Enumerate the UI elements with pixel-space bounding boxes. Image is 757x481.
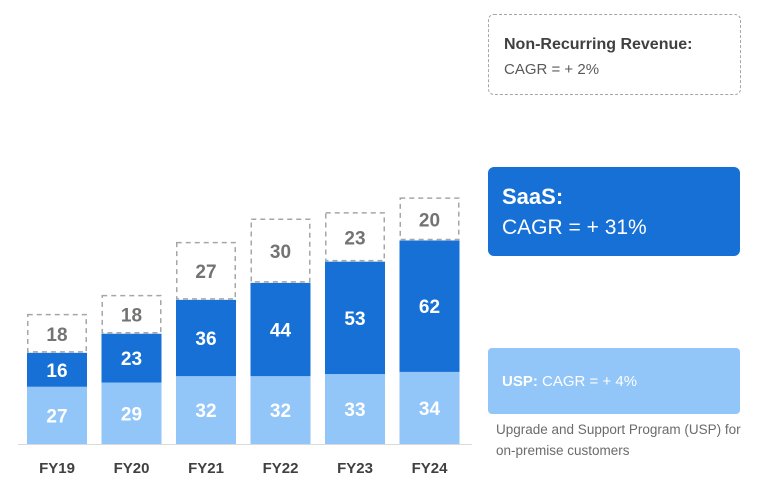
bar-non-recurring-fy22 [250, 218, 311, 283]
bar-saas-fy22 [250, 282, 311, 377]
data-label-saas-fy21: 36 [195, 329, 216, 350]
data-label-saas-fy23: 53 [344, 309, 365, 330]
bar-saas-fy23 [325, 261, 385, 375]
data-label-usp-fy21: 32 [195, 401, 216, 422]
bar-saas-fy21 [176, 299, 236, 377]
data-label-non-recurring-fy20: 18 [121, 306, 142, 327]
legend-usp-box: USP: CAGR = + 4% [488, 348, 740, 414]
bar-saas-fy19 [27, 352, 87, 387]
bar-saas-fy20 [101, 333, 162, 383]
legend-non-recurring-cagr: CAGR = + 2% [504, 61, 600, 78]
legend-usp-cagr: CAGR = + 4% [542, 373, 638, 390]
x-tick-label-fy23: FY23 [337, 460, 373, 477]
x-tick-label-fy21: FY21 [188, 460, 224, 477]
bar-non-recurring-fy21 [176, 241, 236, 300]
bar-usp-fy21 [176, 376, 236, 444]
legend-usp-title: USP: [502, 373, 538, 390]
data-label-usp-fy23: 33 [344, 400, 365, 421]
x-tick-label-fy22: FY22 [263, 460, 299, 477]
data-label-usp-fy22: 32 [270, 401, 291, 422]
bar-non-recurring-fy23 [325, 212, 385, 262]
data-label-non-recurring-fy22: 30 [270, 242, 291, 263]
bar-usp-fy23 [325, 374, 385, 444]
data-label-usp-fy20: 29 [121, 404, 142, 425]
legend-saas-title: SaaS: [502, 184, 564, 209]
data-label-saas-fy19: 16 [46, 361, 67, 382]
bar-saas-fy24 [399, 240, 460, 372]
bar-usp-fy20 [101, 382, 162, 444]
bar-non-recurring-fy19 [27, 313, 87, 353]
x-tick-label-fy24: FY24 [412, 460, 449, 477]
x-tick-label-fy19: FY19 [39, 460, 75, 477]
data-label-non-recurring-fy21: 27 [195, 262, 216, 283]
x-tick-label-fy20: FY20 [114, 460, 150, 477]
bar-usp-fy24 [399, 371, 460, 444]
data-label-non-recurring-fy23: 23 [344, 228, 365, 249]
usp-footnote: Upgrade and Support Program (USP) for on… [496, 422, 741, 458]
data-label-usp-fy19: 27 [46, 406, 67, 427]
bar-non-recurring-fy24 [399, 197, 460, 241]
bar-usp-fy22 [250, 376, 311, 444]
bar-non-recurring-fy20 [101, 294, 162, 334]
revenue-stacked-bar-chart: 27 16 18 FY19 29 23 18 FY20 32 36 27 FY21 32 44 30 FY22… [18, 197, 472, 477]
legend-non-recurring-title: Non-Recurring Revenue: [504, 36, 693, 53]
data-label-non-recurring-fy24: 20 [419, 210, 440, 231]
bar-usp-fy19 [27, 386, 87, 444]
data-label-saas-fy20: 23 [121, 349, 142, 370]
data-label-usp-fy24: 34 [419, 399, 441, 420]
data-label-saas-fy24: 62 [419, 297, 440, 318]
legend-non-recurring-box: Non-Recurring Revenue: CAGR = + 2% [488, 14, 741, 95]
legend-saas-cagr: CAGR = + 31% [502, 216, 647, 239]
legend-saas-box: SaaS: CAGR = + 31% [488, 167, 740, 256]
data-label-non-recurring-fy19: 18 [46, 325, 67, 346]
data-label-saas-fy22: 44 [270, 321, 292, 342]
